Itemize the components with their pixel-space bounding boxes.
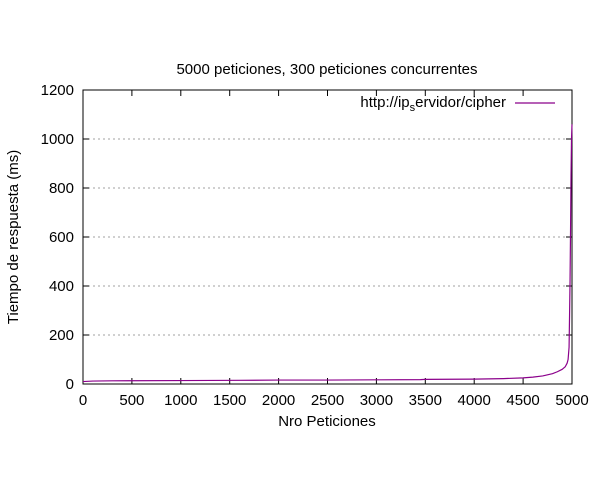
y-tick-label: 200: [49, 327, 74, 344]
y-tick-label: 0: [66, 376, 74, 393]
y-tick-label: 400: [49, 278, 74, 295]
chart-title: 5000 peticiones, 300 peticiones concurre…: [176, 61, 477, 78]
legend-label: http://ipservidor/cipher: [360, 94, 506, 114]
x-tick-labels: 0 500 1000 1500 2000 2500 3000 3500 4000 4500 5000: [79, 392, 589, 409]
plot-frame: [82, 89, 573, 385]
series-group: [82, 124, 573, 383]
y-axis-label: Tiempo de respuesta (ms): [5, 150, 22, 325]
x-tick-label: 1000: [164, 392, 197, 409]
x-tick-label: 2000: [262, 392, 295, 409]
x-tick-label: 5000: [555, 392, 588, 409]
x-tick-label: 4500: [506, 392, 539, 409]
y-tick-label: 1000: [41, 131, 74, 148]
x-tick-label: 3500: [409, 392, 442, 409]
y-tick-label: 600: [49, 229, 74, 246]
y-tick-label: 1200: [41, 82, 74, 99]
x-axis-label: Nro Peticiones: [278, 413, 376, 430]
series-line: [82, 124, 573, 383]
x-tick-label: 2500: [311, 392, 344, 409]
legend-label-prefix: http://ip: [360, 94, 409, 111]
x-tick-label: 3000: [360, 392, 393, 409]
x-tick-label: 500: [119, 392, 144, 409]
legend-label-suffix: ervidor/cipher: [415, 94, 506, 111]
x-tick-label: 4000: [458, 392, 491, 409]
legend: http://ipservidor/cipher: [360, 94, 555, 114]
legend-label-subscript: s: [410, 102, 416, 114]
y-tick-labels: 0 200 400 600 800 1000 1200: [41, 82, 74, 393]
grid-lines: [83, 138, 572, 336]
x-tick-label: 1500: [213, 392, 246, 409]
x-tick-label: 0: [79, 392, 87, 409]
y-tick-label: 800: [49, 180, 74, 197]
